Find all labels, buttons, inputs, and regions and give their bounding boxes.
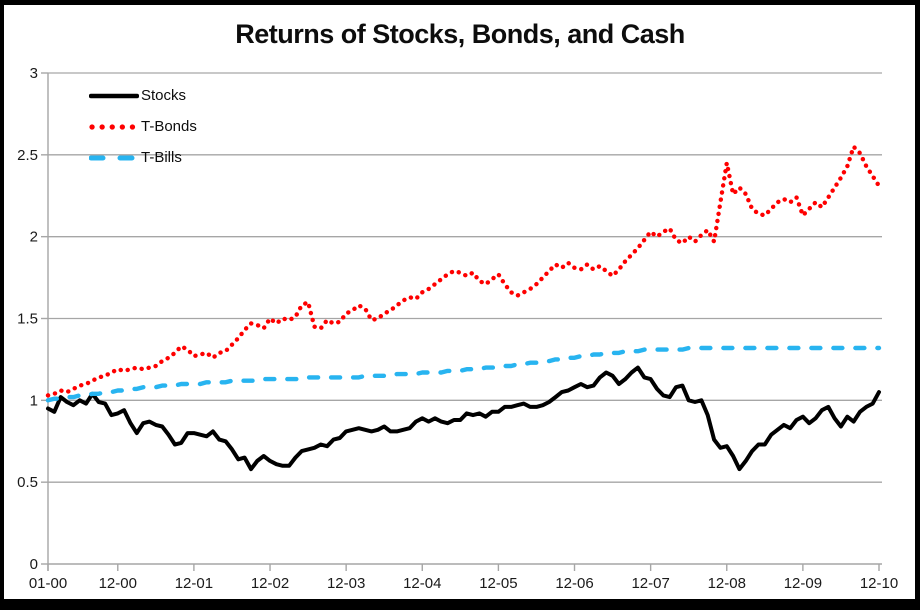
- chart-legend: Stocks T-Bonds T-Bills: [89, 80, 197, 173]
- series-line-stocks: [46, 365, 881, 472]
- stocks-solid-line-swatch: [89, 93, 139, 98]
- legend-label-tbills: T-Bills: [141, 149, 182, 166]
- x-tick-label: 12-09: [784, 575, 822, 592]
- x-tick-label: 12-03: [327, 575, 365, 592]
- x-tick-label: 01-00: [29, 575, 67, 592]
- legend-item-tbills: T-Bills: [89, 142, 197, 173]
- y-tick-label: 0: [30, 556, 38, 573]
- x-tick-label: 12-08: [708, 575, 746, 592]
- x-tick-label: 12-05: [479, 575, 517, 592]
- x-tick-label: 12-07: [631, 575, 669, 592]
- y-tick-label: 2.5: [17, 147, 38, 164]
- series-line-tbills: [45, 345, 882, 403]
- x-tick-label: 12-02: [251, 575, 289, 592]
- legend-item-stocks: Stocks: [89, 80, 197, 111]
- y-tick-label: 1: [30, 392, 38, 409]
- legend-label-stocks: Stocks: [141, 87, 187, 104]
- legend-label-tbonds: T-Bonds: [141, 118, 197, 135]
- series-line-tbonds: [45, 144, 882, 398]
- x-tick-label: 12-01: [175, 575, 213, 592]
- legend-item-tbonds: T-Bonds: [89, 111, 197, 142]
- y-tick-label: 0.5: [17, 474, 38, 491]
- tbonds-dotted-line-swatch: [89, 123, 139, 130]
- x-tick-label: 12-06: [555, 575, 593, 592]
- chart-title: Returns of Stocks, Bonds, and Cash: [235, 19, 685, 49]
- tbills-dashed-line-swatch: [89, 155, 139, 160]
- x-tick-label: 12-10: [860, 575, 898, 592]
- x-tick-label: 12-00: [99, 575, 137, 592]
- x-tick-label: 12-04: [403, 575, 441, 592]
- y-tick-label: 2: [30, 229, 38, 246]
- y-tick-label: 3: [30, 65, 38, 82]
- y-tick-label: 1.5: [17, 311, 38, 328]
